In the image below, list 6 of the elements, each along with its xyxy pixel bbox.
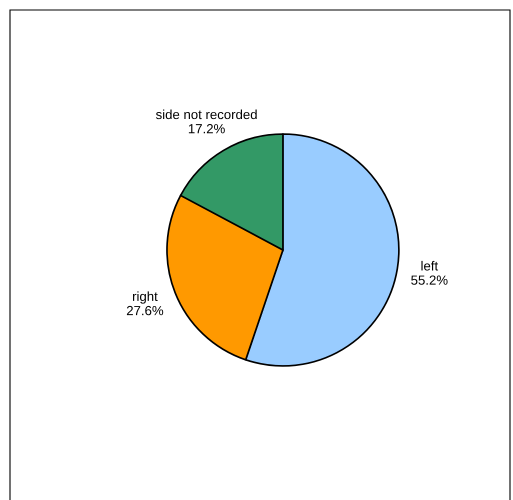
slice-label: right [132,291,158,304]
slice-label: side not recorded [156,109,257,120]
data-label: 17.2% [188,124,225,134]
data-label: 27.6% [126,306,164,316]
data-label: 55.2% [411,275,448,285]
slice-label: left [421,260,438,271]
